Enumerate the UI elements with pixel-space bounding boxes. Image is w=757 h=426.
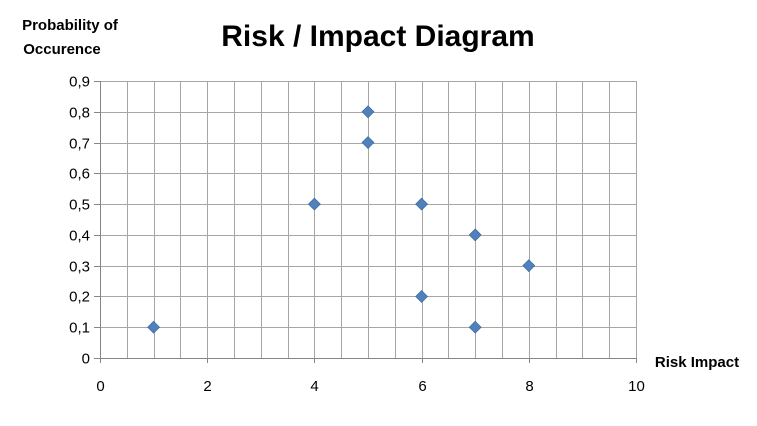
y-tick-label: 0: [82, 351, 90, 368]
data-point-diamond: [415, 290, 429, 303]
x-tick-label: 10: [628, 378, 645, 395]
y-tick-label: 0,5: [69, 197, 90, 214]
data-point-diamond: [307, 197, 321, 211]
data-point-diamond: [468, 228, 482, 242]
chart-title: Risk / Impact Diagram: [221, 20, 534, 53]
x-tick-label: 0: [96, 378, 104, 395]
data-point-diamond: [522, 259, 536, 273]
y-tick-label: 0,6: [69, 166, 90, 183]
y-tick-label: 0,9: [69, 74, 90, 91]
tick-labels: 0 0,1 0,2 0,3 0,4 0,5 0,6 0,7 0,8 0,9 0 2 4 6 8 10: [69, 74, 645, 396]
data-point-diamond: [147, 320, 161, 334]
y-tick-label: 0,1: [69, 320, 90, 337]
x-axis-title: Risk Impact: [655, 354, 739, 371]
grid-lines: [100, 81, 637, 358]
x-tick-label: 4: [310, 378, 318, 395]
data-point-diamond: [415, 197, 429, 211]
y-tick-label: 0,8: [69, 105, 90, 122]
x-tick-label: 6: [418, 378, 426, 395]
y-tick-label: 0,3: [69, 259, 90, 276]
x-tick-label: 8: [525, 378, 533, 395]
y-tick-label: 0,4: [69, 228, 90, 245]
x-tick-label: 2: [203, 378, 211, 395]
y-axis-title-line-1: Probability of: [22, 17, 119, 34]
y-axis-title-line-2: Occurence: [23, 41, 101, 58]
y-tick-label: 0,2: [69, 289, 90, 306]
data-points: [147, 105, 536, 334]
axes: [94, 81, 636, 363]
data-point-diamond: [361, 136, 375, 149]
data-point-diamond: [468, 320, 482, 334]
data-point-diamond: [361, 105, 375, 119]
y-tick-label: 0,7: [69, 136, 90, 153]
